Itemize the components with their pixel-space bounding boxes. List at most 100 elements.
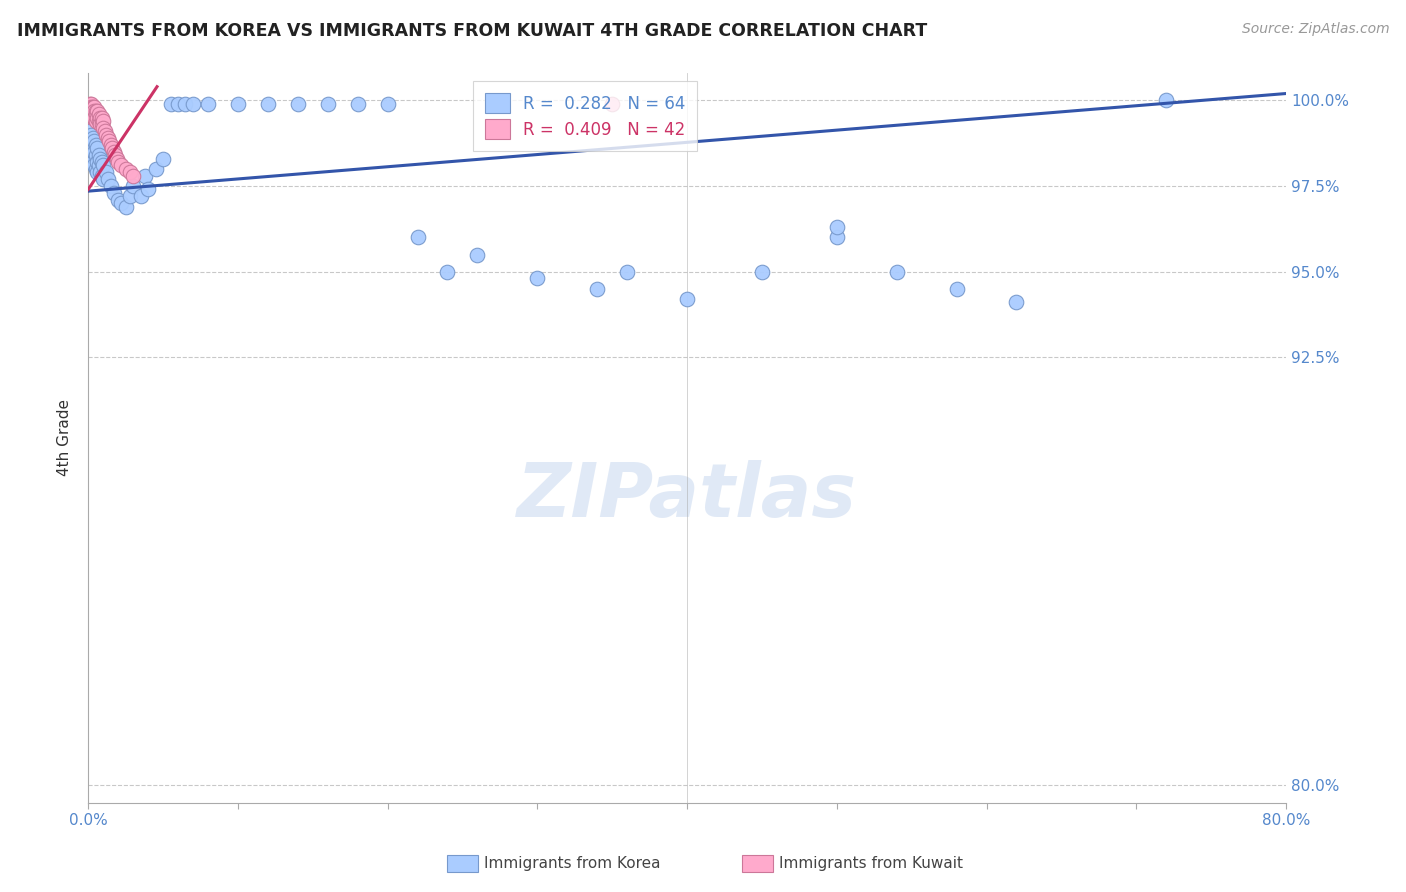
Point — [89, 165, 111, 179]
Point — [84, 107, 107, 121]
Point — [103, 145, 125, 159]
Point — [101, 141, 124, 155]
Point — [86, 165, 108, 179]
Point — [159, 96, 181, 111]
Point — [79, 96, 101, 111]
Point — [87, 107, 110, 121]
Point — [91, 120, 114, 135]
Point — [80, 107, 103, 121]
Point — [97, 131, 120, 145]
Point — [79, 103, 101, 118]
Point — [197, 96, 219, 111]
Point — [83, 103, 105, 118]
Point — [87, 114, 110, 128]
Point — [89, 111, 111, 125]
Point — [79, 124, 101, 138]
Point — [90, 117, 112, 131]
Point — [100, 179, 122, 194]
Point — [80, 100, 103, 114]
Point — [676, 292, 699, 306]
Point — [616, 265, 638, 279]
Point — [586, 282, 609, 296]
Point — [84, 137, 107, 152]
Point — [114, 200, 136, 214]
Point — [377, 96, 399, 111]
Legend: R =  0.282   N = 64, R =  0.409   N = 42: R = 0.282 N = 64, R = 0.409 N = 42 — [474, 81, 697, 151]
Point — [86, 155, 108, 169]
Point — [945, 282, 967, 296]
Point — [87, 158, 110, 172]
Point — [84, 148, 107, 162]
Point — [1005, 295, 1028, 310]
Point — [87, 148, 110, 162]
Point — [825, 220, 848, 235]
Point — [82, 103, 104, 118]
Point — [110, 158, 132, 172]
Point — [84, 103, 107, 118]
Point — [84, 114, 107, 128]
Point — [83, 111, 105, 125]
Point — [79, 100, 101, 114]
Point — [98, 135, 121, 149]
Point — [91, 172, 114, 186]
Point — [134, 169, 156, 183]
Point — [80, 96, 103, 111]
Point — [80, 128, 103, 142]
Point — [84, 161, 107, 176]
Point — [316, 96, 339, 111]
Point — [80, 141, 103, 155]
Point — [83, 158, 105, 172]
Point — [105, 152, 128, 166]
Point — [346, 96, 368, 111]
Point — [406, 230, 429, 244]
Point — [256, 96, 278, 111]
Point — [82, 141, 104, 155]
Point — [114, 161, 136, 176]
Text: IMMIGRANTS FROM KOREA VS IMMIGRANTS FROM KUWAIT 4TH GRADE CORRELATION CHART: IMMIGRANTS FROM KOREA VS IMMIGRANTS FROM… — [17, 22, 927, 40]
Point — [287, 96, 309, 111]
Point — [145, 161, 167, 176]
Point — [110, 196, 132, 211]
Point — [226, 96, 249, 111]
Point — [86, 111, 108, 125]
Point — [94, 165, 117, 179]
Point — [751, 265, 773, 279]
Point — [120, 189, 142, 203]
Point — [82, 111, 104, 125]
Point — [82, 131, 104, 145]
Point — [174, 96, 197, 111]
Point — [93, 124, 115, 138]
Point — [82, 155, 104, 169]
Point — [97, 172, 120, 186]
Point — [83, 100, 105, 114]
Point — [83, 145, 105, 159]
Point — [107, 155, 129, 169]
Point — [129, 189, 152, 203]
Point — [152, 152, 174, 166]
Point — [103, 186, 125, 200]
Point — [80, 152, 103, 166]
Point — [89, 117, 111, 131]
Point — [91, 114, 114, 128]
Point — [94, 128, 117, 142]
Point — [79, 135, 101, 149]
Point — [526, 271, 548, 285]
Point — [181, 96, 204, 111]
Point — [1154, 94, 1177, 108]
Point — [107, 193, 129, 207]
Point — [104, 148, 127, 162]
Point — [86, 103, 108, 118]
Point — [436, 265, 458, 279]
Point — [90, 169, 112, 183]
Point — [167, 96, 190, 111]
Point — [86, 141, 108, 155]
Point — [82, 100, 104, 114]
Point — [100, 137, 122, 152]
Text: Immigrants from Korea: Immigrants from Korea — [484, 856, 661, 871]
Text: ZIPatlas: ZIPatlas — [517, 459, 858, 533]
Point — [79, 107, 101, 121]
Text: Immigrants from Kuwait: Immigrants from Kuwait — [779, 856, 963, 871]
Y-axis label: 4th Grade: 4th Grade — [58, 400, 72, 476]
Point — [90, 111, 112, 125]
Point — [120, 165, 142, 179]
